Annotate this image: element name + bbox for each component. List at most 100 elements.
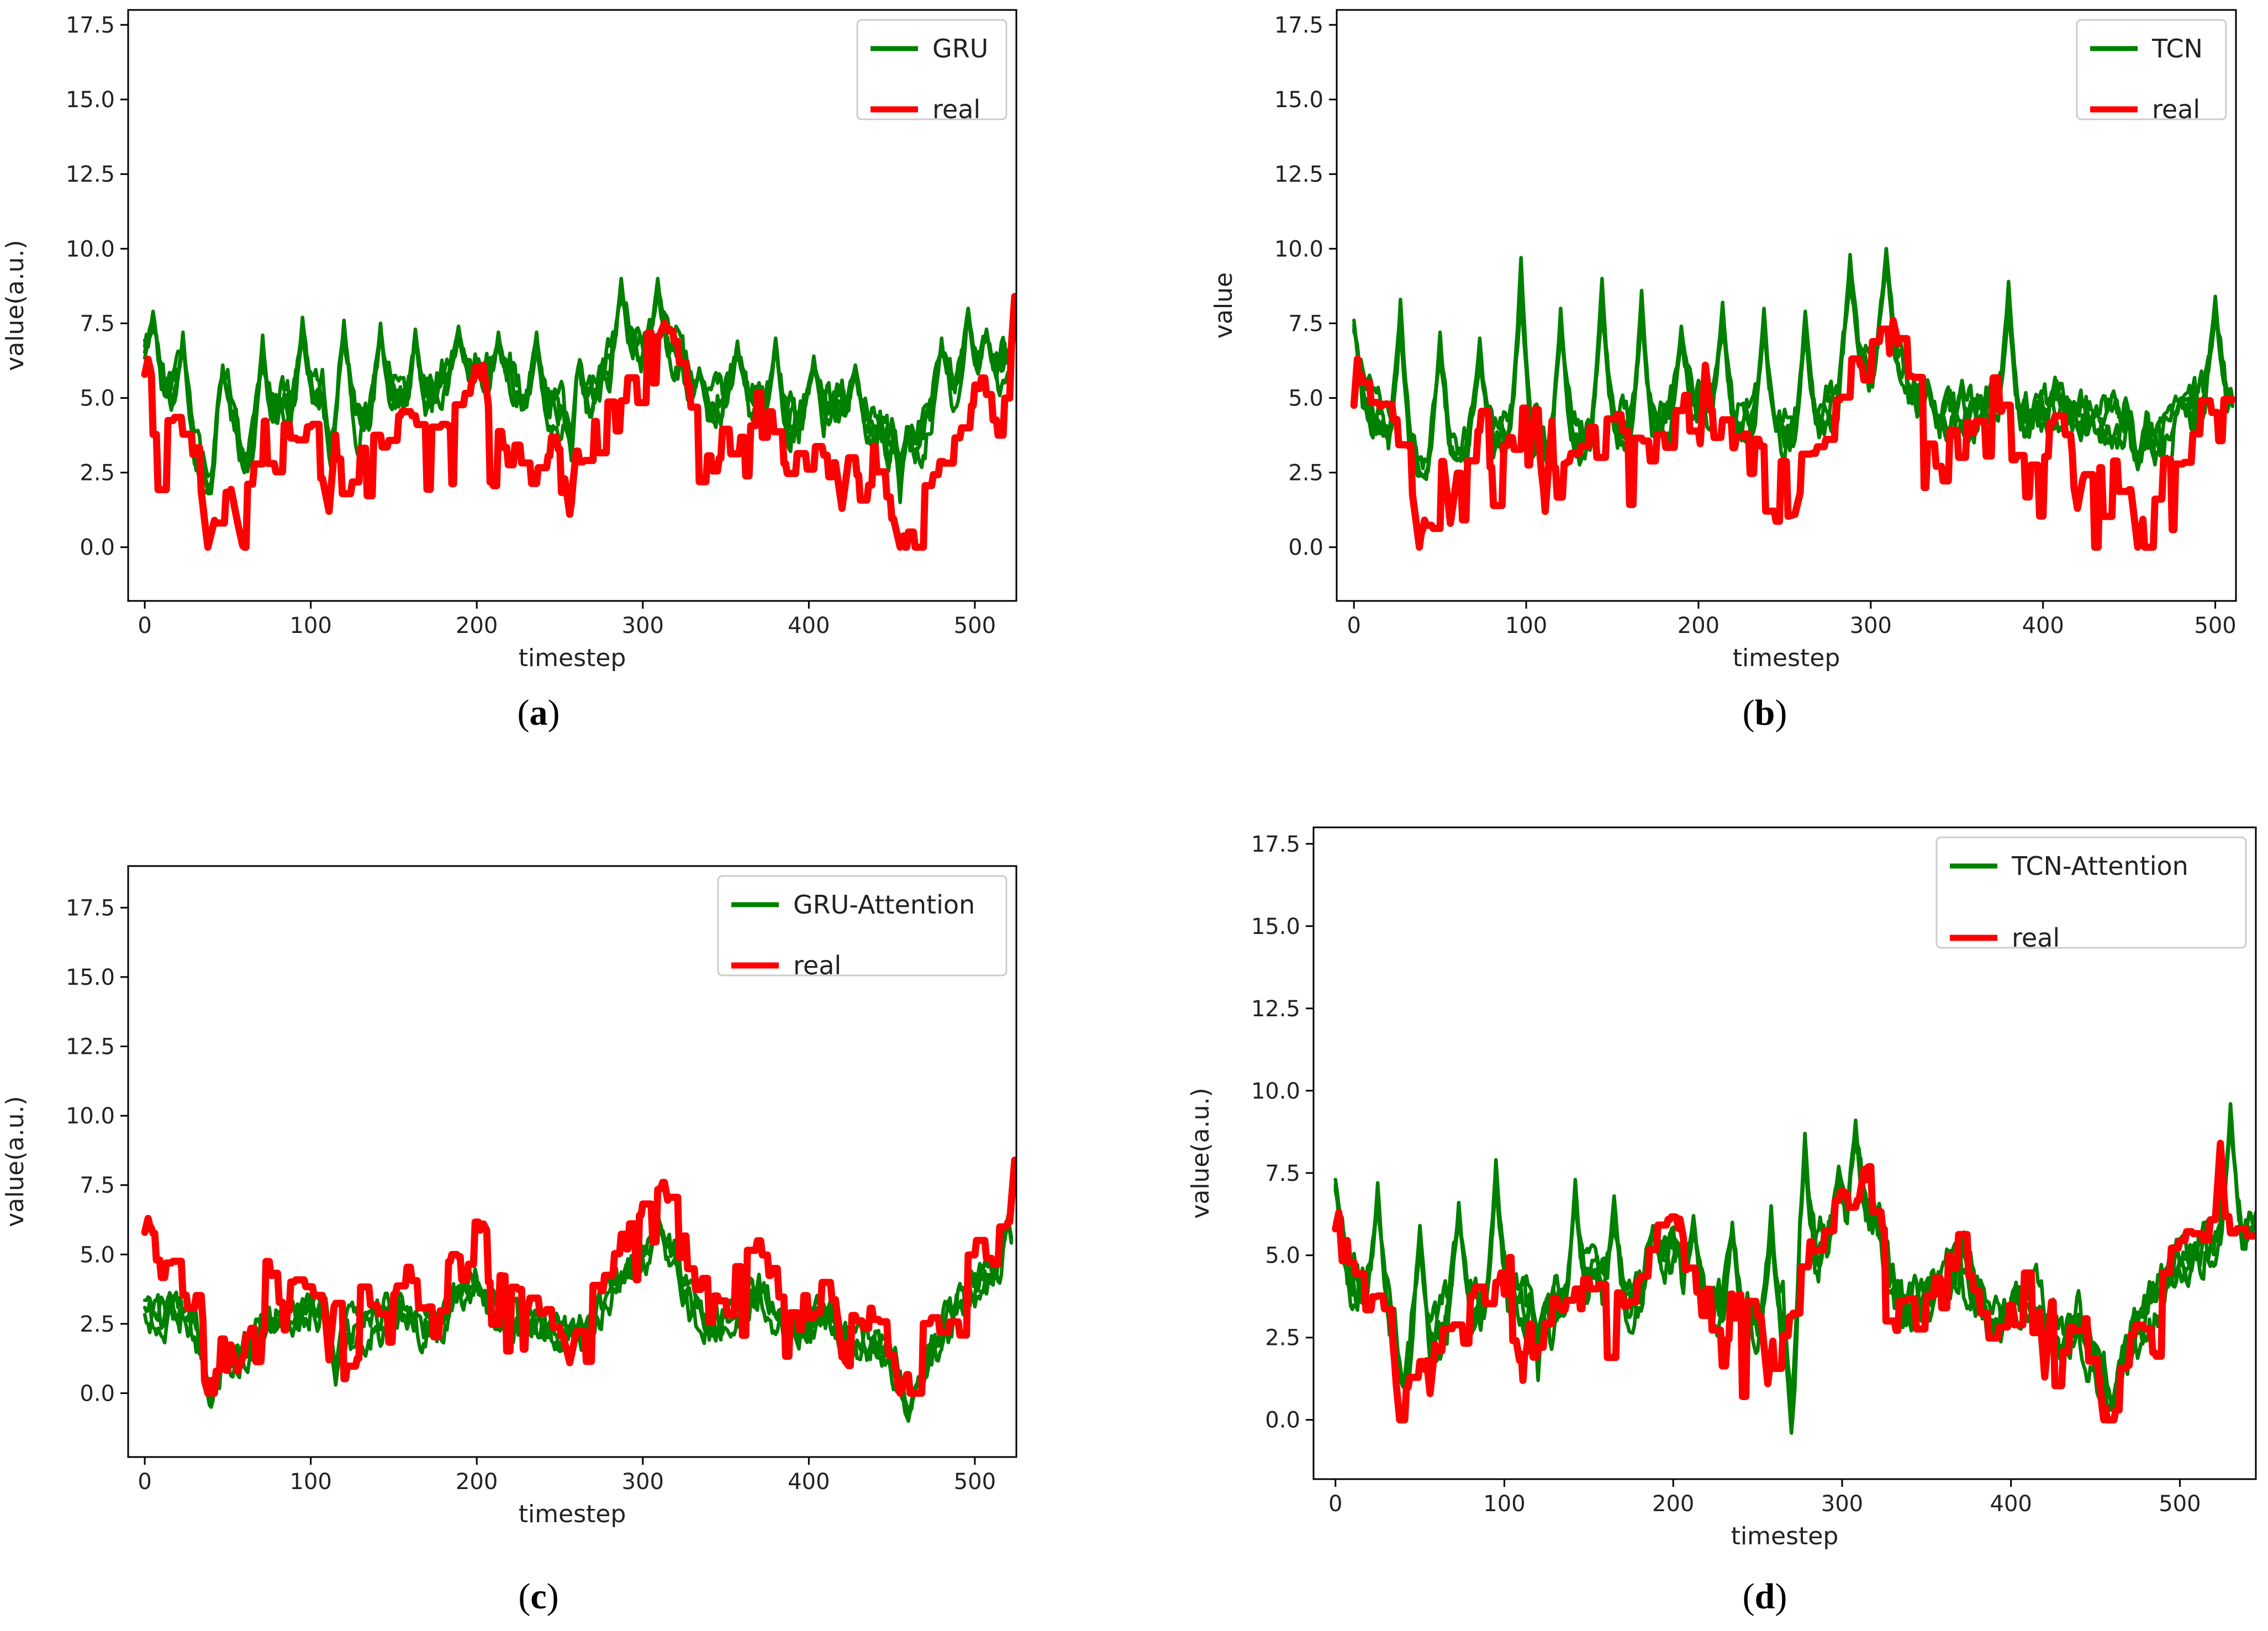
panel-caption: (a) (518, 693, 560, 733)
y-tick-label: 2.5 (1265, 1326, 1300, 1351)
y-tick-label: 17.5 (66, 13, 115, 38)
x-tick-label: 100 (289, 613, 331, 638)
x-tick-label: 200 (456, 613, 498, 638)
panel-b: 0 100 200 300 400 500 0.0 2.5 5.0 7.5 10.0 12.5 15.0… (1210, 9, 2237, 733)
x-axis-label: timestep (1733, 644, 1840, 672)
caption-open-paren: ( (1743, 1576, 1755, 1617)
series-line-tcn-attention-4 (1333, 1121, 2256, 1408)
y-tick-label: 10.0 (1274, 236, 1323, 262)
caption-open-paren: ( (518, 1576, 530, 1617)
legend-label: real (2012, 923, 2060, 953)
y-axis-label: value(a.u.) (1186, 1088, 1215, 1218)
x-tick-label: 300 (622, 613, 664, 638)
series-line-tcn-4 (1352, 266, 2235, 471)
caption-letter: a (530, 693, 548, 733)
x-tick-label: 0 (1347, 613, 1360, 638)
caption-letter: c (530, 1576, 546, 1617)
series-line-real (141, 293, 1016, 551)
legend-b: TCN real (2076, 19, 2227, 124)
panel-caption: (d) (1743, 1576, 1787, 1617)
panel-caption: (c) (518, 1576, 558, 1617)
x-tick-label: 0 (1328, 1491, 1342, 1517)
y-tick-label: 5.0 (80, 386, 115, 411)
legend-label: real (2152, 94, 2200, 124)
caption-close-paren: ) (548, 693, 560, 733)
legend-label: GRU (932, 34, 988, 64)
x-tick-label: 500 (2194, 613, 2236, 638)
x-tick-label: 400 (788, 1469, 830, 1495)
y-tick-label: 10.0 (66, 1104, 115, 1129)
y-tick-label: 15.0 (66, 87, 115, 113)
panel-d: 0 100 200 300 400 500 0.0 2.5 5.0 7.5 10.0 12.5 15.0… (1186, 826, 2257, 1617)
panel-c: 0 100 200 300 400 500 0.0 2.5 5.0 7.5 10.0 12.5 15.0… (1, 865, 1017, 1617)
y-axis-label: value(a.u.) (1, 1096, 29, 1227)
series-line-real (1350, 316, 2236, 551)
y-tick-label: 12.5 (1274, 162, 1323, 187)
x-tick-label: 0 (138, 1469, 151, 1495)
axes-frame-c (127, 865, 1017, 1458)
legend-label: real (932, 94, 980, 124)
y-tick-label: 17.5 (66, 895, 115, 921)
y-tick-label: 5.0 (1265, 1243, 1300, 1269)
y-tick-label: 7.5 (1265, 1161, 1300, 1186)
x-tick-label: 400 (1990, 1491, 2032, 1517)
caption-close-paren: ) (1775, 693, 1787, 733)
series-line-real (141, 1157, 1016, 1397)
y-tick-label: 10.0 (66, 236, 115, 262)
caption-open-paren: ( (518, 693, 530, 733)
axes-frame-d (1312, 826, 2257, 1480)
y-tick-label: 12.5 (66, 1034, 115, 1060)
y-tick-label: 0.0 (1288, 535, 1323, 561)
y-tick-label: 12.5 (66, 162, 115, 187)
y-tick-label: 2.5 (80, 1312, 115, 1337)
x-axis-label: timestep (519, 1500, 626, 1528)
legend-label: TCN-Attention (2011, 851, 2188, 881)
x-tick-label: 100 (289, 1469, 331, 1495)
plot-area-a (141, 277, 1016, 551)
y-axis-label: value (1210, 272, 1238, 339)
y-tick-label: 15.0 (1274, 87, 1323, 113)
x-axis-label: timestep (1731, 1522, 1839, 1550)
legend-label: real (793, 951, 841, 980)
y-tick-label: 7.5 (80, 1173, 115, 1199)
plot-area-b (1350, 247, 2236, 551)
y-tick-label: 15.0 (1251, 914, 1300, 939)
axes-frame-b (1336, 9, 2237, 602)
plot-area-c (141, 1157, 1016, 1423)
plot-area-d (1332, 1102, 2256, 1435)
legend-d: TCN-Attention real (1935, 836, 2247, 953)
x-axis-label: timestep (519, 644, 626, 672)
x-tick-label: 100 (1505, 613, 1547, 638)
y-tick-label: 12.5 (1251, 996, 1300, 1022)
x-tick-label: 400 (788, 613, 830, 638)
y-tick-label: 7.5 (1288, 311, 1323, 336)
legend-a: GRU real (856, 19, 1008, 124)
y-tick-label: 0.0 (1265, 1408, 1300, 1433)
y-tick-label: 5.0 (1288, 386, 1323, 411)
x-tick-label: 0 (138, 613, 151, 638)
y-tick-label: 15.0 (66, 965, 115, 990)
panel-caption: (b) (1743, 693, 1787, 733)
caption-close-paren: ) (1775, 1576, 1787, 1617)
x-tick-label: 200 (456, 1469, 498, 1495)
y-tick-label: 2.5 (1288, 461, 1323, 486)
y-tick-label: 0.0 (80, 1381, 115, 1406)
y-tick-label: 0.0 (80, 535, 115, 561)
y-tick-label: 17.5 (1274, 13, 1323, 38)
axes-frame-a (127, 9, 1017, 602)
legend-box (717, 875, 1008, 977)
x-tick-label: 200 (1652, 1491, 1694, 1517)
caption-close-paren: ) (547, 1576, 559, 1617)
legend-label: TCN (2151, 34, 2203, 64)
legend-box (2076, 19, 2227, 120)
y-tick-label: 10.0 (1251, 1079, 1300, 1104)
legend-box (1935, 836, 2247, 949)
x-tick-label: 500 (954, 613, 996, 638)
x-tick-label: 500 (2159, 1491, 2201, 1517)
panel-a: 0 100 200 300 400 500 0.0 2.5 5.0 7.5 10.0 12.5 15.0… (1, 9, 1017, 733)
y-tick-label: 2.5 (80, 461, 115, 486)
series-line-gru-4 (143, 289, 1014, 478)
x-tick-label: 500 (954, 1469, 996, 1495)
x-tick-label: 300 (1850, 613, 1892, 638)
